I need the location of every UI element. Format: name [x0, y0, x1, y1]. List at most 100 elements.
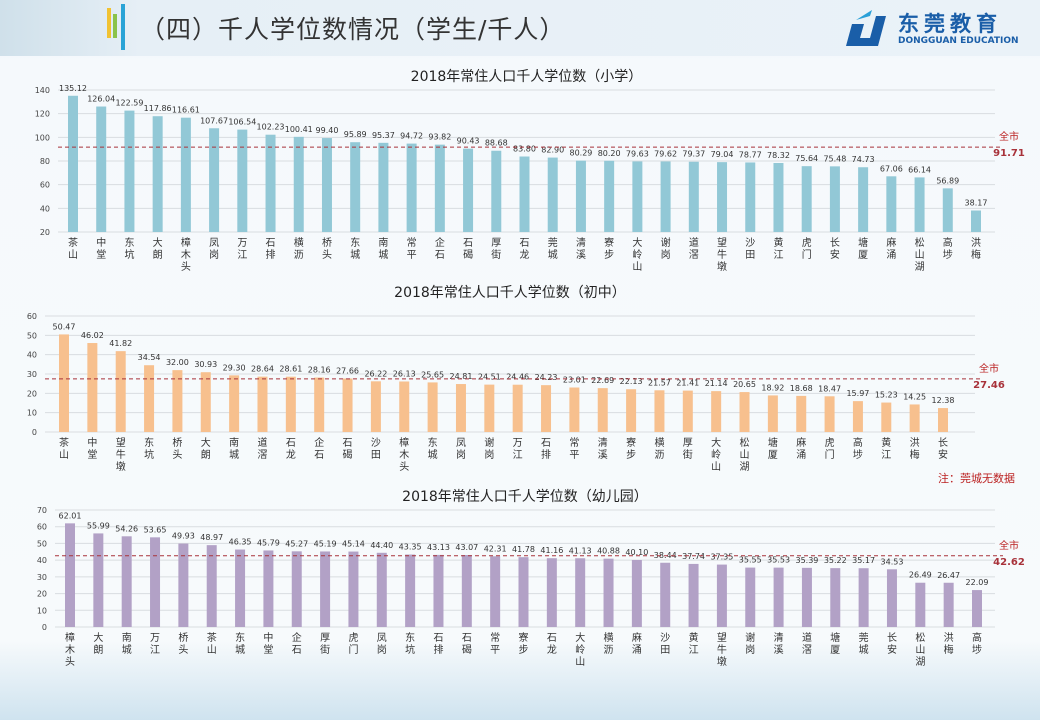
- x-tick-label: 横沥: [604, 631, 614, 656]
- bar: [886, 569, 897, 627]
- x-tick-label: 石龙: [286, 438, 296, 461]
- data-label: 46.35: [229, 538, 252, 547]
- data-label: 12.38: [932, 396, 955, 405]
- bar: [265, 134, 276, 232]
- data-label: 43.13: [427, 543, 450, 552]
- data-label: 79.62: [654, 149, 677, 158]
- x-tick-label: 南城: [122, 631, 132, 656]
- data-label: 95.37: [372, 131, 395, 140]
- bar: [378, 142, 389, 232]
- bar: [237, 129, 248, 232]
- bar: [433, 554, 444, 627]
- data-label: 43.35: [399, 543, 422, 552]
- bar: [858, 167, 869, 232]
- x-tick-label: 南城: [229, 436, 239, 461]
- header-bar: （四）千人学位数情况（学生/千人） 东莞教育 DONGGUAN EDUCATIO…: [0, 0, 1040, 56]
- bar: [773, 162, 784, 232]
- x-tick-label: 厚街: [491, 237, 501, 261]
- bar: [682, 390, 693, 432]
- x-tick-label: 凤岗: [209, 237, 219, 261]
- bar: [569, 387, 580, 432]
- bar: [660, 562, 671, 627]
- x-tick-label: 东坑: [124, 236, 134, 261]
- x-tick-label: 中堂: [263, 631, 273, 656]
- data-label: 45.27: [285, 539, 308, 548]
- bar: [881, 402, 892, 432]
- x-tick-label: 塘厦: [768, 436, 778, 461]
- bar: [745, 567, 756, 627]
- bar: [321, 138, 332, 232]
- chart-kindergarten: 2018年常住人口千人学位数（幼儿园） 0 10 20 30 40 50 60 70 62.01 樟…: [37, 489, 1025, 668]
- data-label: 27.66: [336, 367, 359, 376]
- bar: [575, 160, 586, 232]
- bar: [490, 556, 501, 627]
- bar: [796, 395, 807, 432]
- x-tick-label: 谢岗: [484, 436, 494, 461]
- bar: [150, 537, 161, 627]
- data-label: 99.40: [316, 126, 339, 135]
- bar: [688, 161, 699, 232]
- data-label: 90.43: [457, 137, 480, 146]
- logo-text-cn: 东莞教育: [898, 12, 1002, 36]
- bar: [767, 395, 778, 432]
- bar: [320, 551, 331, 627]
- bar: [59, 334, 69, 432]
- bar: [144, 365, 155, 432]
- bar: [152, 116, 163, 232]
- x-tick-label: 大朗: [93, 631, 103, 656]
- y-tick-label: 60: [37, 523, 47, 532]
- bar: [632, 161, 643, 232]
- x-tick-label: 道滘: [689, 236, 699, 261]
- x-tick-label: 松山湖: [915, 236, 925, 273]
- x-tick-label: 塘厦: [830, 631, 840, 656]
- bar: [209, 128, 220, 232]
- bar: [342, 378, 353, 432]
- data-label: 50.47: [53, 322, 76, 331]
- data-label: 80.29: [569, 149, 592, 158]
- x-tick-label: 东坑: [405, 631, 415, 656]
- bar: [65, 523, 75, 627]
- bar: [96, 106, 107, 232]
- x-tick-label: 寮步: [519, 631, 529, 656]
- x-tick-label: 樟木头: [181, 236, 191, 273]
- data-label: 45.19: [314, 539, 337, 548]
- x-tick-label: 望牛墩: [717, 236, 727, 273]
- x-tick-label: 南城: [378, 236, 388, 261]
- data-label: 35.39: [795, 556, 818, 565]
- x-tick-label: 黄江: [881, 436, 891, 461]
- x-tick-label: 石排: [266, 238, 276, 261]
- x-tick-label: 东城: [428, 436, 438, 461]
- bar: [180, 117, 191, 232]
- x-tick-label: 常平: [407, 236, 417, 261]
- x-tick-label: 道滘: [257, 436, 267, 461]
- bar: [631, 559, 642, 627]
- x-tick-label: 中堂: [87, 436, 97, 461]
- x-tick-label: 凤岗: [456, 437, 466, 461]
- y-tick-label: 80: [40, 157, 50, 166]
- bar: [943, 582, 954, 627]
- bar: [541, 385, 552, 432]
- data-label: 117.86: [144, 104, 172, 113]
- x-tick-label: 塘厦: [858, 236, 868, 261]
- x-tick-label: 莞城: [548, 237, 558, 261]
- average-value: 42.62: [993, 557, 1025, 568]
- x-tick-label: 横沥: [294, 236, 304, 261]
- y-tick-label: 50: [37, 539, 47, 548]
- data-label: 88.68: [485, 139, 508, 148]
- data-label: 83.80: [513, 145, 536, 154]
- x-tick-label: 企石: [314, 436, 324, 461]
- y-tick-label: 120: [35, 110, 50, 119]
- bar: [858, 568, 869, 627]
- data-label: 21.41: [676, 379, 699, 388]
- x-tick-label: 横沥: [654, 436, 664, 461]
- x-tick-label: 大岭山: [711, 436, 721, 473]
- bar: [829, 166, 840, 232]
- x-tick-label: 中堂: [96, 236, 106, 261]
- data-label: 25.65: [421, 370, 444, 379]
- bar: [348, 551, 359, 627]
- y-tick-label: 60: [40, 181, 50, 190]
- x-tick-label: 石排: [433, 633, 443, 656]
- bar: [886, 176, 897, 232]
- x-tick-label: 常平: [569, 436, 579, 461]
- bar: [206, 545, 217, 627]
